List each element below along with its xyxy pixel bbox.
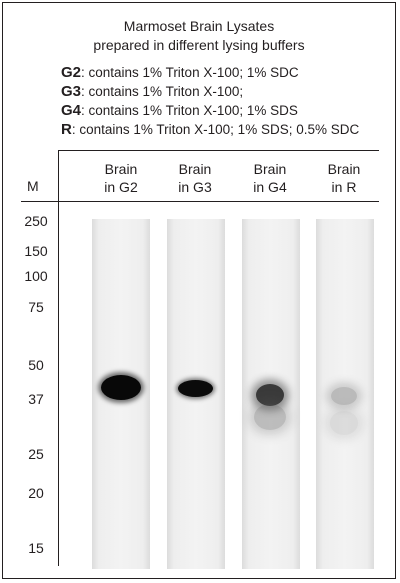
blot-lane-g2 — [92, 219, 150, 569]
blot-lane-g4 — [242, 219, 300, 569]
lane-header-r: Brain in R — [309, 160, 379, 196]
legend-text: : contains 1% Triton X-100; 1% SDS; 0.5%… — [71, 122, 360, 137]
figure-title-line2: prepared in different lysing buffers — [93, 37, 305, 53]
legend-entry-r: R: contains 1% Triton X-100; 1% SDS; 0.5… — [61, 120, 359, 139]
lane-header-line1: Brain — [104, 161, 138, 177]
lane-header-line2: in R — [331, 179, 357, 195]
figure-title-line1: Marmoset Brain Lysates — [123, 18, 275, 34]
marker-column-header: M — [27, 178, 39, 194]
lane-header-g3: Brain in G3 — [160, 160, 230, 196]
lane-header-line2: in G2 — [104, 179, 138, 195]
lane-header-line1: Brain — [327, 161, 361, 177]
header-bottom-rule — [21, 201, 379, 202]
legend-text: : contains 1% Triton X-100; — [81, 84, 244, 99]
figure-frame: Marmoset Brain Lysates prepared in diffe… — [2, 2, 396, 579]
protein-smear — [254, 404, 286, 430]
lane-header-line1: Brain — [178, 161, 212, 177]
marker-label-75: 75 — [28, 299, 44, 315]
lane-header-g2: Brain in G2 — [86, 160, 156, 196]
header-top-rule — [59, 150, 379, 151]
blot-lane-r — [316, 219, 374, 569]
marker-label-100: 100 — [24, 268, 48, 284]
lane-header-line1: Brain — [253, 161, 287, 177]
marker-column-divider — [58, 150, 59, 566]
protein-smear — [330, 411, 358, 435]
marker-label-25: 25 — [28, 446, 44, 462]
lane-header-line2: in G4 — [253, 179, 287, 195]
legend-text: : contains 1% Triton X-100; 1% SDS — [81, 103, 298, 118]
legend-entry-g2: G2: contains 1% Triton X-100; 1% SDC — [61, 63, 299, 82]
protein-band — [256, 384, 284, 406]
marker-label-20: 20 — [28, 485, 44, 501]
marker-label-50: 50 — [28, 357, 44, 373]
lane-header-g4: Brain in G4 — [235, 160, 305, 196]
protein-band — [101, 375, 141, 400]
blot-lane-g3 — [167, 219, 225, 569]
legend-entry-g3: G3: contains 1% Triton X-100; — [61, 82, 243, 101]
marker-label-37: 37 — [28, 391, 44, 407]
marker-label-150: 150 — [24, 243, 48, 259]
marker-label-250: 250 — [24, 213, 48, 229]
legend-text: : contains 1% Triton X-100; 1% SDC — [81, 65, 299, 80]
protein-band — [331, 387, 357, 405]
legend-entry-g4: G4: contains 1% Triton X-100; 1% SDS — [61, 101, 298, 120]
marker-label-15: 15 — [28, 540, 44, 556]
legend-key: G4 — [61, 102, 82, 119]
legend-key: R — [61, 121, 72, 138]
lane-header-line2: in G3 — [178, 179, 212, 195]
legend-key: G2 — [61, 64, 82, 81]
legend-key: G3 — [61, 83, 82, 100]
protein-band — [178, 380, 213, 397]
